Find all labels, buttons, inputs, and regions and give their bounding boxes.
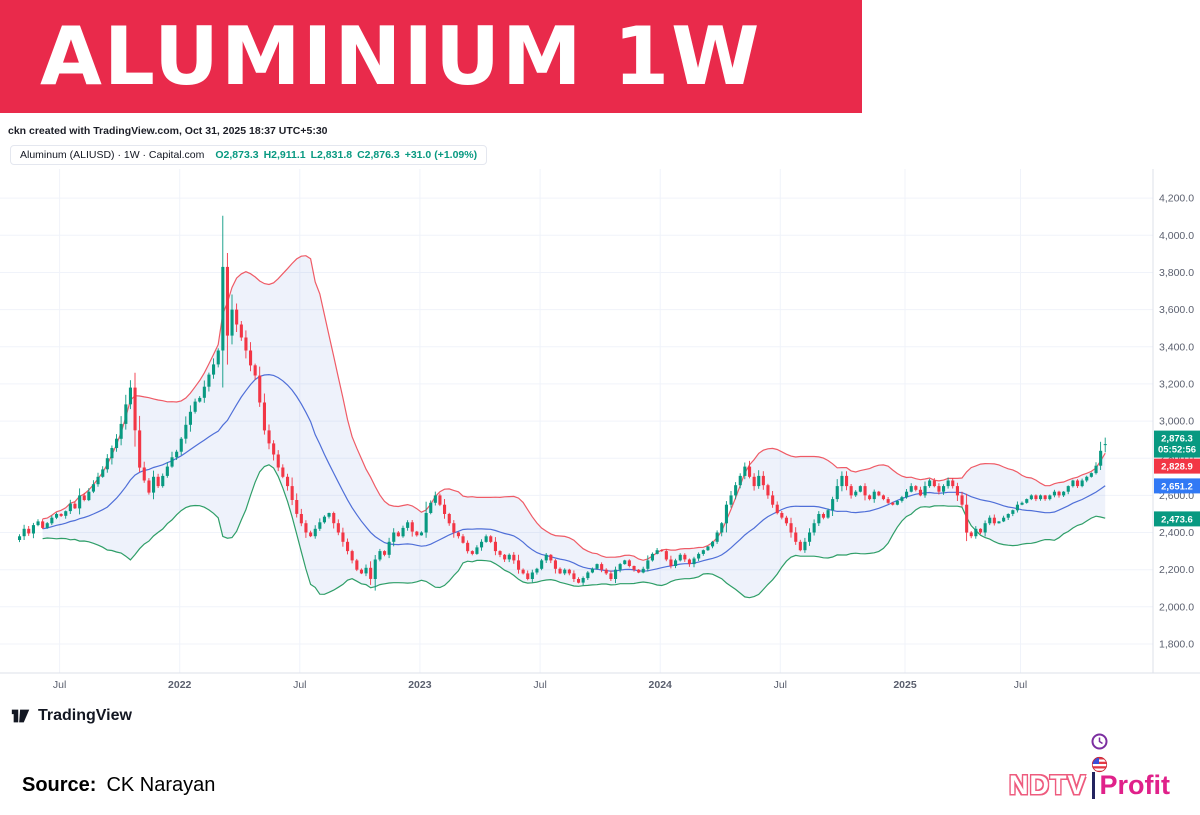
svg-text:2,000.0: 2,000.0 [1159, 601, 1194, 613]
source-attribution: Source: CK Narayan [22, 774, 215, 797]
svg-text:2,828.9: 2,828.9 [1161, 462, 1193, 473]
svg-text:Jul: Jul [293, 679, 306, 691]
chart-card: ckn created with TradingView.com, Oct 31… [0, 125, 1200, 773]
ndtv-profit-logo: NDTV Profit [1009, 770, 1170, 801]
tradingview-wordmark: TradingView [38, 707, 132, 724]
svg-text:3,800.0: 3,800.0 [1159, 267, 1194, 279]
ohlc-high: H2,911.1 [263, 149, 306, 161]
ohlc-open: O2,873.3 [215, 149, 259, 161]
svg-text:3,200.0: 3,200.0 [1159, 378, 1194, 390]
svg-text:05:52:56: 05:52:56 [1158, 445, 1196, 456]
ohlc-low: L2,831.8 [310, 149, 353, 161]
brand-divider [1091, 772, 1095, 799]
attribution-text: ckn created with TradingView.com, Oct 31… [8, 125, 328, 137]
svg-text:2,400.0: 2,400.0 [1159, 527, 1194, 539]
tradingview-logo: TradingView [10, 705, 1200, 727]
svg-text:2023: 2023 [408, 679, 432, 691]
svg-text:Jul: Jul [774, 679, 787, 691]
svg-text:2,651.2: 2,651.2 [1161, 481, 1193, 492]
chart-legend: Aluminum (ALIUSD) · 1W · Capital.com O2,8… [10, 145, 488, 165]
svg-text:3,400.0: 3,400.0 [1159, 341, 1194, 353]
ohlc-close: C2,876.3 [357, 149, 400, 161]
svg-text:3,600.0: 3,600.0 [1159, 304, 1194, 316]
ohlc-change: +31.0 (+1.09%) [404, 149, 478, 161]
svg-text:2024: 2024 [649, 679, 673, 691]
svg-text:2022: 2022 [168, 679, 192, 691]
page-title: ALUMINIUM 1W [40, 10, 762, 103]
svg-text:3,000.0: 3,000.0 [1159, 416, 1194, 428]
title-banner: ALUMINIUM 1W [0, 0, 862, 113]
svg-text:4,200.0: 4,200.0 [1159, 193, 1194, 205]
source-name: CK Narayan [106, 774, 216, 796]
svg-text:2,473.6: 2,473.6 [1161, 514, 1193, 525]
svg-text:2,876.3: 2,876.3 [1161, 434, 1193, 445]
source-label: Source: [22, 774, 97, 796]
svg-text:2,200.0: 2,200.0 [1159, 564, 1194, 576]
symbol-label: Aluminum (ALIUSD) · 1W · Capital.com [20, 149, 205, 161]
flag-circle-icon [1091, 756, 1108, 773]
countdown-clock-icon [1091, 733, 1108, 750]
svg-text:Jul: Jul [533, 679, 546, 691]
ndtv-wordmark: NDTV [1009, 770, 1087, 800]
profit-wordmark: Profit [1099, 770, 1171, 800]
svg-text:4,000.0: 4,000.0 [1159, 230, 1194, 242]
svg-text:2025: 2025 [893, 679, 917, 691]
svg-text:1,800.0: 1,800.0 [1159, 639, 1194, 651]
candlestick-chart: 4,200.0 4,000.0 3,800.0 3,600.0 3,400.0 3,200… [0, 169, 1200, 691]
svg-text:Jul: Jul [53, 679, 66, 691]
chart-floating-icons [1091, 733, 1108, 773]
tradingview-mark-icon [11, 709, 30, 723]
svg-text:Jul: Jul [1014, 679, 1027, 691]
